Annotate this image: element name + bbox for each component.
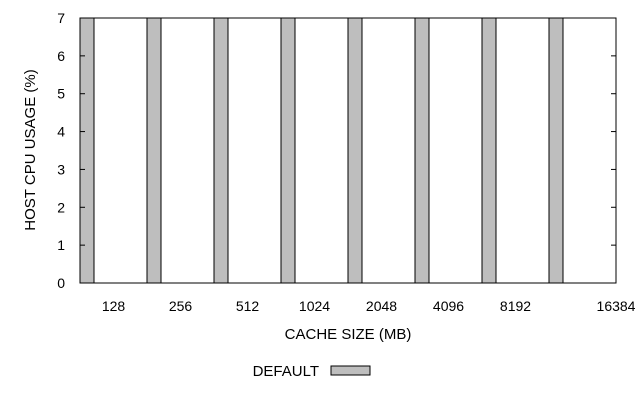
x-tick-label: 128 [102,298,126,314]
x-axis-label: CACHE SIZE (MB) [285,326,412,343]
x-tick-label: 4096 [433,298,464,314]
x-tick-label: 2048 [366,298,397,314]
bar-16384 [548,17,564,284]
y-tick-label: 6 [57,48,65,64]
x-axis-ticks: 128 256 512 1024 2048 4096 8192 16384 [102,18,636,314]
legend: DEFAULT [253,363,371,380]
x-tick-label: 256 [169,298,193,314]
y-tick-label: 2 [57,199,65,215]
x-tick-label: 8192 [500,298,531,314]
x-tick-label: 512 [236,298,260,314]
y-axis-label: HOST CPU USAGE (%) [22,69,39,230]
bar-128 [79,17,95,284]
x-tick-label: 1024 [299,298,330,314]
x-tick-label: 16384 [597,298,636,314]
y-tick-label: 5 [57,86,65,102]
bar-4096 [414,17,430,284]
legend-label: DEFAULT [253,363,319,380]
bar-512 [213,17,229,284]
bar-2048 [347,17,363,284]
legend-swatch [330,365,371,376]
y-tick-label: 4 [57,124,65,140]
y-tick-label: 3 [57,161,65,177]
bar-256 [146,17,162,284]
bar-8192 [481,17,497,284]
y-tick-label: 7 [57,10,65,26]
y-tick-label: 0 [57,275,65,291]
y-axis-ticks: 0 1 2 3 4 5 6 7 [57,10,616,291]
bars-layer [79,17,564,284]
y-tick-label: 1 [57,237,65,253]
bar-1024 [280,17,296,284]
